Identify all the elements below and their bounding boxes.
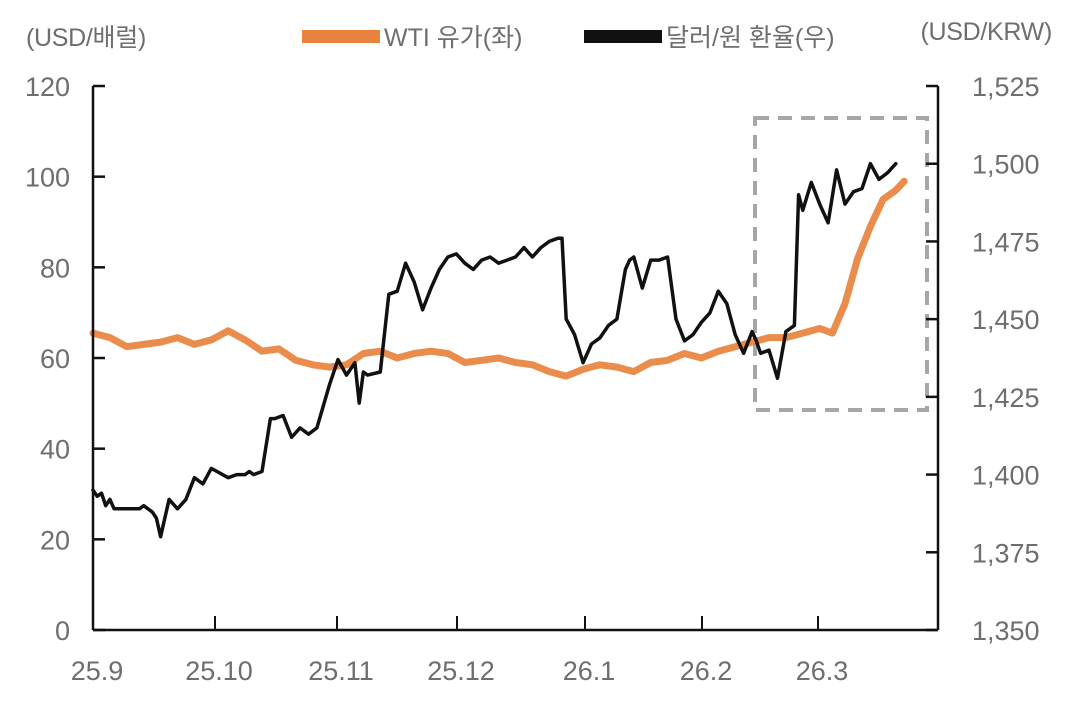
axis-tick-labels: 0 20 40 60 80 100 120 1,350 1,375 1,400 1,425 1,450… <box>25 72 1040 686</box>
left-tick-label: 120 <box>25 72 70 102</box>
chart-axes <box>91 84 940 632</box>
right-tick-label: 1,375 <box>972 538 1040 568</box>
legend-label-krw: 달러/원 환율(우) <box>666 24 835 52</box>
left-axis-unit-label: (USD/배럴) <box>26 24 146 52</box>
x-tick-label: 25.10 <box>185 656 253 686</box>
legend-swatch-krw <box>584 29 662 43</box>
legend-item-wti: WTI 유가(좌) <box>302 18 522 54</box>
legend-item-krw: 달러/원 환율(우) <box>584 18 835 54</box>
left-tick-label: 80 <box>40 253 70 283</box>
left-tick-label: 100 <box>25 163 70 193</box>
series-lines <box>89 161 908 539</box>
right-tick-label: 1,475 <box>972 227 1040 257</box>
wti-line <box>89 177 908 380</box>
right-axis-unit-label: (USD/KRW) <box>920 18 1052 46</box>
x-tick-label: 26.3 <box>796 656 849 686</box>
x-tick-label: 25.12 <box>427 656 495 686</box>
right-tick-label: 1,425 <box>972 383 1040 413</box>
x-tick-label: 26.2 <box>680 656 733 686</box>
x-tick-label: 25.11 <box>308 656 374 686</box>
left-tick-label: 40 <box>40 435 70 465</box>
legend-swatch-wti <box>302 29 380 43</box>
legend-label-wti: WTI 유가(좌) <box>384 24 523 52</box>
dashed-highlight-rect <box>753 116 929 412</box>
x-tick-label: 26.1 <box>563 656 616 686</box>
left-tick-label: 60 <box>40 344 70 374</box>
right-tick-label: 1,350 <box>972 616 1040 646</box>
right-tick-label: 1,500 <box>972 150 1040 180</box>
right-tick-label: 1,400 <box>972 461 1040 491</box>
krw-line <box>91 161 898 539</box>
left-tick-label: 0 <box>55 616 70 646</box>
highlight-dashed-box <box>753 116 929 412</box>
x-tick-label: 25.9 <box>71 656 124 686</box>
right-tick-label: 1,525 <box>972 72 1040 102</box>
left-tick-label: 20 <box>40 525 70 555</box>
right-tick-label: 1,450 <box>972 305 1040 335</box>
